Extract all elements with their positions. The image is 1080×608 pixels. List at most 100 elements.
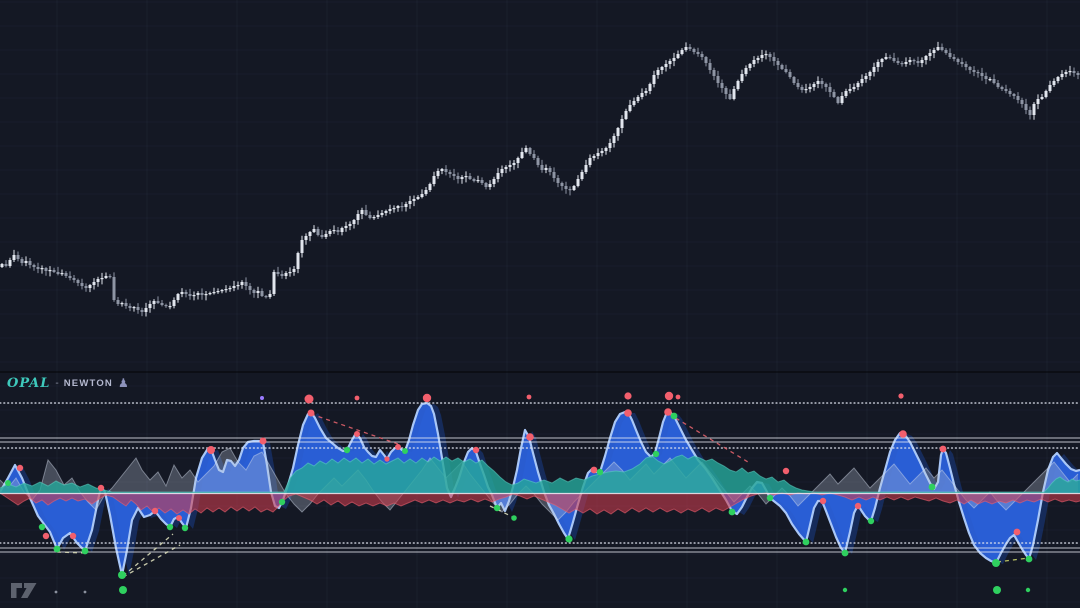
candle-body — [508, 165, 512, 167]
candle-body — [88, 285, 92, 288]
candle-body — [804, 89, 808, 91]
candle-body — [236, 285, 240, 287]
candle-body — [156, 301, 160, 303]
candle-body — [536, 158, 540, 165]
candle-body — [132, 307, 136, 309]
candle-body — [336, 230, 340, 232]
candle-body — [896, 61, 900, 63]
signal-dot — [511, 515, 517, 521]
candle-body — [420, 194, 424, 197]
candle-body — [828, 87, 832, 92]
signal-dot — [395, 444, 401, 450]
candle-body — [768, 54, 772, 57]
candle-body — [624, 111, 628, 119]
candle-body — [300, 240, 304, 253]
candle-body — [184, 292, 188, 294]
bottom-signal-dot — [993, 586, 1001, 594]
divergence-line — [122, 544, 181, 578]
candle-body — [36, 267, 40, 269]
candle-body — [1072, 71, 1076, 73]
candle-body — [684, 47, 688, 50]
candle-body — [688, 47, 692, 49]
candle-body — [956, 59, 960, 62]
oscillator-wave-gray — [0, 447, 1079, 521]
signal-dot — [1025, 555, 1033, 563]
candle-body — [1040, 97, 1044, 99]
candle-body — [92, 282, 96, 285]
signal-dots-red — [16, 408, 1021, 540]
candle-body — [392, 208, 396, 210]
signal-dot — [97, 484, 105, 492]
signal-dot — [166, 523, 174, 531]
candle-body — [604, 148, 608, 151]
candle-body — [264, 296, 268, 298]
candle-body — [764, 54, 768, 56]
candle-body — [988, 79, 992, 81]
candle-body — [172, 300, 176, 306]
signal-dot — [664, 391, 674, 401]
signal-dot — [278, 498, 286, 506]
signal-dot — [728, 508, 736, 516]
candle-body — [72, 278, 76, 280]
candle-body — [28, 261, 32, 265]
candle-body — [196, 293, 200, 295]
candle-body — [544, 168, 548, 170]
candle-body — [552, 172, 556, 178]
candle-body — [492, 179, 496, 184]
candle-body — [152, 301, 156, 304]
candle-body — [472, 179, 476, 181]
candle-body — [968, 67, 972, 70]
candle-body — [140, 310, 144, 312]
candle-body — [852, 87, 856, 89]
candle-body — [1044, 91, 1048, 97]
candle-body — [692, 49, 696, 52]
candle-body — [228, 288, 232, 290]
candle-body — [412, 199, 416, 201]
candle-body — [484, 183, 488, 187]
signal-dot — [590, 466, 598, 474]
candle-body — [736, 81, 740, 89]
candle-body — [976, 72, 980, 74]
candle-body — [224, 289, 228, 291]
candle-body — [656, 70, 660, 75]
candle-body — [364, 210, 368, 215]
candle-body — [448, 172, 452, 174]
candle-body — [644, 91, 648, 93]
signal-dots-purple — [260, 396, 264, 400]
candle-body — [872, 67, 876, 72]
candle-body — [432, 176, 436, 184]
signal-dot — [151, 507, 159, 515]
candle-body — [504, 167, 508, 169]
candle-body — [212, 292, 216, 294]
candle-body — [884, 57, 888, 59]
candle-body — [780, 65, 784, 69]
candle-body — [960, 62, 964, 64]
candle-body — [312, 229, 316, 232]
candle-body — [832, 92, 836, 97]
candle-body — [668, 61, 672, 64]
signal-dot — [624, 392, 632, 400]
signal-dot — [5, 480, 11, 486]
candle-body — [308, 232, 312, 236]
candle-body — [892, 58, 896, 61]
candle-body — [468, 176, 472, 179]
candle-body — [556, 178, 560, 183]
signal-dot — [259, 437, 267, 445]
signal-dot — [565, 535, 573, 543]
candle-body — [1004, 89, 1008, 91]
candle-body — [4, 264, 8, 266]
candle-body — [256, 291, 260, 293]
oscillator-wave-red — [0, 492, 1080, 515]
candle-body — [940, 47, 944, 50]
divergence-line — [122, 533, 174, 577]
candle-body — [488, 184, 492, 187]
tradingview-logo[interactable] — [10, 582, 38, 605]
candle-body — [116, 300, 120, 304]
candle-body — [220, 290, 224, 292]
candle-body — [980, 73, 984, 76]
candle-body — [60, 273, 64, 275]
candle-body — [748, 64, 752, 68]
indicator-title[interactable]: OPAL - NEWTON ♟ — [7, 374, 129, 392]
